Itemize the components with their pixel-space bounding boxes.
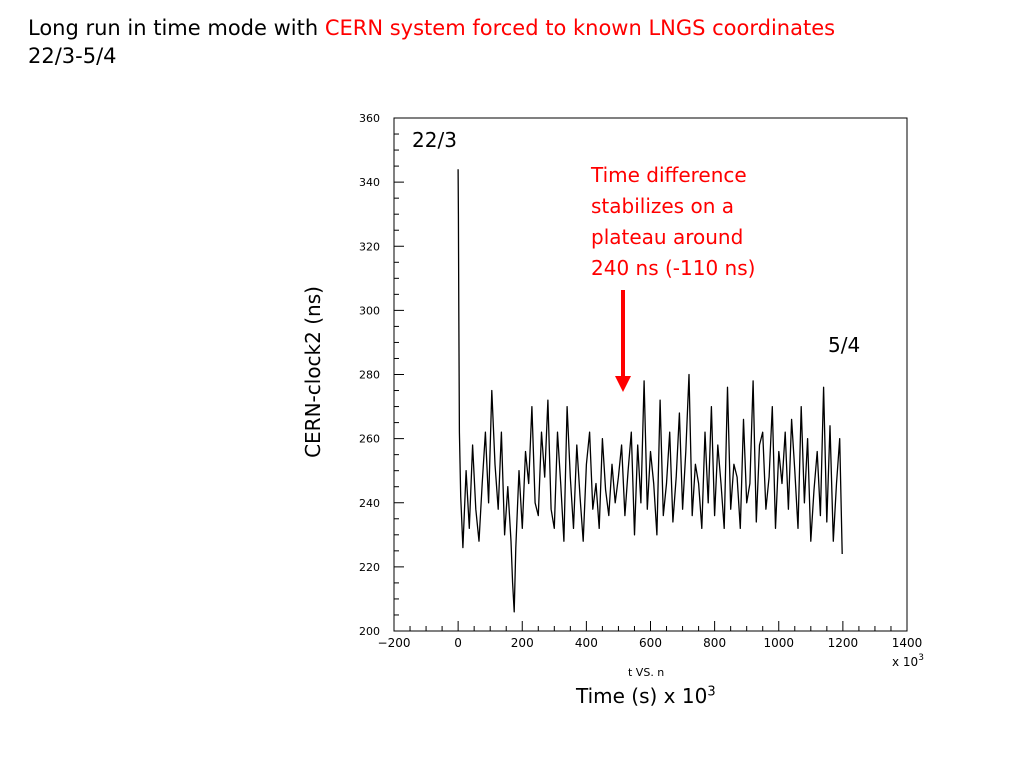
y-tick-label: 220	[359, 561, 380, 574]
y-tick-label: 340	[359, 176, 380, 189]
inner-caption: t VS. n	[628, 666, 664, 679]
x-multiplier-base: x 10	[892, 655, 918, 669]
annotation-end-date: 5/4	[828, 333, 861, 357]
axis-ticks	[393, 117, 908, 632]
x-axis-label: Time (s) x 103	[576, 684, 716, 708]
x-tick-label: 1000	[763, 636, 794, 650]
y-tick-label: 240	[359, 497, 380, 510]
title-line-2: 22/3-5/4	[28, 44, 117, 68]
x-tick-label: 400	[575, 636, 598, 650]
x-axis-label-exp: 3	[707, 684, 716, 700]
title-line-1: Long run in time mode with CERN system f…	[28, 14, 835, 42]
y-tick-label: 280	[359, 369, 380, 382]
annotation-start-date: 22/3	[412, 128, 457, 152]
y-tick-label: 300	[359, 304, 380, 317]
y-axis-label: CERN-clock2 (ns)	[301, 286, 325, 458]
x-tick-label: 1400	[892, 636, 923, 650]
x-multiplier: x 103	[892, 653, 924, 669]
y-tick-label: 320	[359, 240, 380, 253]
x-tick-label: 600	[639, 636, 662, 650]
annotation-note-line: Time difference	[591, 163, 747, 187]
annotation-note-line: 240 ns (-110 ns)	[591, 256, 756, 280]
series-line	[457, 169, 843, 613]
x-axis-label-base: Time (s) x 10	[576, 684, 708, 708]
title-highlight: CERN system forced to known LNGS coordin…	[324, 16, 836, 40]
title-prefix: Long run in time mode with	[28, 16, 325, 40]
annotation-note-line: plateau around	[591, 225, 744, 249]
x-tick-label: 1200	[828, 636, 859, 650]
x-tick-label: 0	[454, 636, 462, 650]
x-tick-label: −200	[378, 636, 411, 650]
y-tick-label: 260	[359, 433, 380, 446]
tick-labels: −200 0 200 400 600 800 1000 1200 1400 200 220 240 26…	[359, 112, 922, 650]
x-tick-label: 800	[703, 636, 726, 650]
annotation-note-line: stabilizes on a	[591, 194, 734, 218]
y-tick-label: 360	[359, 112, 380, 125]
annotation-note: Time difference stabilizes on a plateau …	[591, 160, 821, 284]
x-multiplier-exp: 3	[918, 653, 924, 663]
annotation-arrow-head	[615, 376, 631, 392]
x-tick-label: 200	[511, 636, 534, 650]
slide-title: Long run in time mode with CERN system f…	[28, 14, 835, 70]
y-tick-label: 200	[359, 625, 380, 638]
